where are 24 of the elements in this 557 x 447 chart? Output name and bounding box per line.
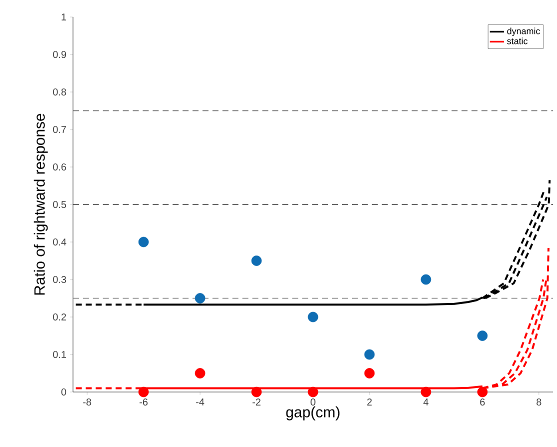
x-tick-label: -8 [83,398,92,406]
x-axis-title: gap(cm) [286,406,340,420]
legend-label: static [507,38,528,44]
y-tick-label: 0.2 [53,313,66,321]
x-tick-label: -6 [140,398,148,406]
x-tick-label: 2 [367,398,372,406]
y-tick-label: 0.3 [53,276,66,284]
y-tick-label: 0.7 [53,126,66,134]
y-axis-title: Ratio of rightward response [34,114,48,295]
y-tick-label: 1 [62,14,66,20]
y-tick-label: 0.9 [53,50,66,58]
y-tick-label: 0.4 [53,238,66,246]
y-tick-label: 0.8 [53,88,66,96]
x-tick-label: 4 [423,398,428,406]
y-tick-label: 0.5 [53,200,66,208]
x-tick-label: 0 [310,398,316,406]
x-tick-label: -4 [196,398,204,406]
y-tick-label: 0.1 [53,350,66,358]
legend-label: dynamic [507,28,540,36]
x-tick-label: -2 [252,398,260,406]
x-tick-label: 8 [536,398,542,406]
y-tick-label: 0 [61,388,66,396]
x-tick-label: 6 [480,398,485,406]
y-tick-label: 0.6 [53,163,66,171]
